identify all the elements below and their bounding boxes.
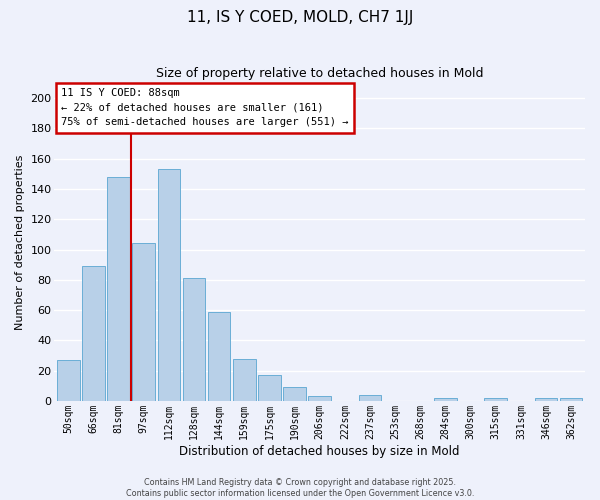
Bar [535, 398, 557, 401]
Bar [258, 375, 281, 401]
Bar [233, 358, 256, 401]
Text: 11 IS Y COED: 88sqm
← 22% of detached houses are smaller (161)
75% of semi-detac: 11 IS Y COED: 88sqm ← 22% of detached ho… [61, 88, 349, 128]
Text: 11, IS Y COED, MOLD, CH7 1JJ: 11, IS Y COED, MOLD, CH7 1JJ [187, 10, 413, 25]
Bar [308, 396, 331, 401]
Bar [158, 170, 180, 401]
Bar [208, 312, 230, 401]
Bar [359, 395, 382, 401]
Text: Contains HM Land Registry data © Crown copyright and database right 2025.
Contai: Contains HM Land Registry data © Crown c… [126, 478, 474, 498]
Bar [484, 398, 507, 401]
Bar [82, 266, 105, 401]
Bar [57, 360, 80, 401]
Title: Size of property relative to detached houses in Mold: Size of property relative to detached ho… [156, 68, 484, 80]
Bar [560, 398, 583, 401]
X-axis label: Distribution of detached houses by size in Mold: Distribution of detached houses by size … [179, 444, 460, 458]
Bar [283, 388, 306, 401]
Bar [107, 177, 130, 401]
Bar [182, 278, 205, 401]
Bar [133, 244, 155, 401]
Y-axis label: Number of detached properties: Number of detached properties [15, 154, 25, 330]
Bar [434, 398, 457, 401]
